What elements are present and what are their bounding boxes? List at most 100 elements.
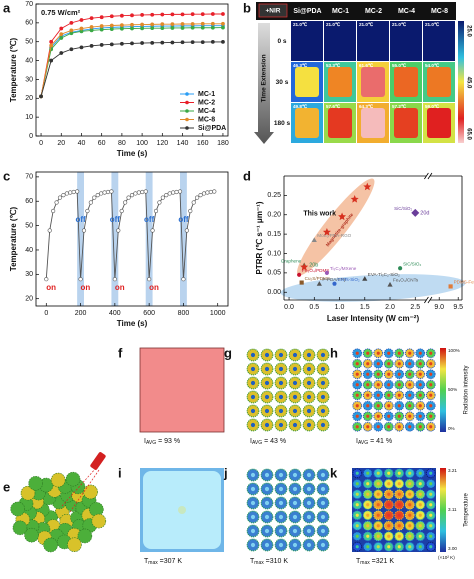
particle-core [366, 513, 370, 517]
particle-core [250, 542, 256, 548]
marker [57, 195, 63, 200]
marker [198, 193, 203, 198]
particle-core [408, 404, 412, 408]
particle [12, 520, 28, 536]
marker [129, 193, 135, 198]
particle-core [292, 380, 298, 386]
marker [130, 13, 134, 18]
marker [69, 28, 74, 33]
panel-label: i [118, 465, 122, 480]
particle-core [387, 425, 391, 429]
y-tick-label: 50 [25, 39, 33, 46]
particle-core [306, 352, 312, 358]
particle-core [397, 471, 401, 475]
particle-core [278, 486, 284, 492]
particle-core [376, 425, 380, 429]
off-region [145, 172, 153, 306]
marker [88, 200, 93, 205]
x-tick-label: 1.5 [360, 304, 370, 311]
particle-core [387, 351, 391, 355]
particle-core [408, 362, 412, 366]
particle-core [429, 471, 433, 475]
particle-core [418, 492, 422, 496]
particle-core [264, 500, 270, 506]
particle-core [320, 542, 326, 548]
particle-core [366, 482, 370, 486]
point-ref: 20d [420, 210, 429, 216]
temperature-label: 21.0℃ [359, 21, 374, 27]
reference-region [280, 274, 466, 302]
marker [181, 277, 186, 282]
particle-core [418, 383, 422, 387]
caption-text: =307 K [158, 558, 183, 565]
colorbar-title: Radiation intensity [464, 365, 470, 414]
marker [180, 22, 185, 26]
particle-core [408, 482, 412, 486]
thermal-cell [324, 21, 356, 61]
particle [91, 513, 107, 529]
x-tick-label: 9.0 [434, 304, 444, 311]
caption-text: =321 K [370, 558, 395, 565]
y-tick-label: 30 [25, 271, 33, 278]
marker [119, 41, 124, 46]
particle-core [355, 482, 359, 486]
particle [10, 501, 26, 517]
particle-core [387, 524, 391, 528]
square-marker [299, 280, 304, 285]
x-tick-label: 60 [98, 140, 106, 147]
marker [150, 12, 155, 17]
off-region [180, 172, 187, 306]
particle-core [306, 472, 312, 478]
marker [184, 228, 189, 233]
particle-core [376, 362, 380, 366]
marker [130, 41, 134, 46]
marker [59, 32, 64, 37]
particle-core [397, 524, 401, 528]
caption: IAVG = 43 % [250, 438, 286, 446]
column-label: Si@PDA [293, 8, 321, 15]
particle [20, 485, 36, 501]
particle-core [320, 380, 326, 386]
particle-core [355, 425, 359, 429]
particle-core [408, 545, 412, 549]
particle-core [376, 372, 380, 376]
star-marker [363, 182, 372, 191]
panel-label: f [118, 345, 123, 360]
star-marker [322, 227, 331, 236]
temperature-label: 64.3℃ [359, 103, 374, 109]
caption-sub: max [148, 560, 158, 566]
marker [170, 12, 175, 17]
marker [39, 94, 43, 99]
particle-core [366, 492, 370, 496]
panel-label: k [330, 465, 338, 480]
marker [190, 12, 195, 17]
caption-symbol: T [250, 558, 255, 565]
colorbar-unit: (×10² K) [438, 555, 455, 560]
particle-core [429, 362, 433, 366]
particle-core [429, 351, 433, 355]
particle-core [250, 394, 256, 400]
point-label: PDMS-Fe₃O₄-Cu₂S [454, 280, 474, 285]
particle-core [264, 394, 270, 400]
circle-marker [398, 266, 403, 271]
point-label: Fe₃O₄/CNTs [393, 278, 419, 283]
legend-label: Si@PDA [198, 125, 226, 132]
particle-core [429, 372, 433, 376]
y-tick-label: 60 [25, 198, 33, 205]
marker [150, 228, 155, 233]
particle-core [292, 528, 298, 534]
thermal-cell [357, 21, 389, 61]
particle-core [250, 500, 256, 506]
caption: Tmax =310 K [250, 558, 288, 566]
particle-core [418, 534, 422, 538]
circle-marker [332, 281, 337, 286]
particle-core [408, 471, 412, 475]
particle-core [366, 471, 370, 475]
particle [65, 471, 81, 487]
marker [109, 14, 114, 19]
marker [143, 189, 148, 194]
marker [164, 193, 169, 198]
y-tick-label: 20 [25, 95, 33, 102]
particle-core [306, 380, 312, 386]
marker [140, 189, 145, 195]
